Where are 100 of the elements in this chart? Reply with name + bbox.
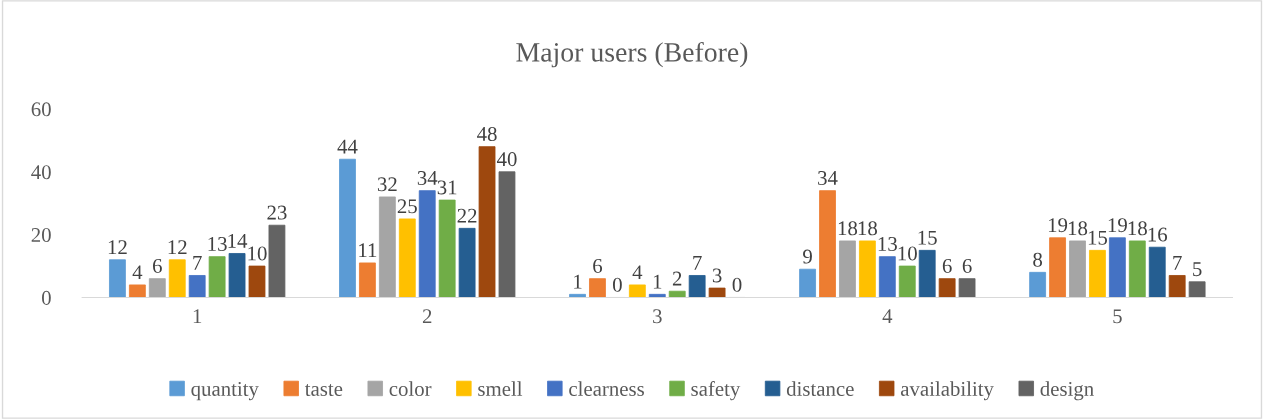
y-tick-label: 0 [41, 290, 51, 305]
bar [478, 146, 496, 298]
bar [1049, 237, 1066, 298]
x-tick-label: 5 [1113, 309, 1122, 324]
data-label: 40 [496, 152, 517, 167]
bar [438, 199, 456, 298]
x-tick-label: 4 [882, 309, 893, 324]
data-label: 34 [417, 171, 438, 186]
y-tick-label: 20 [31, 228, 51, 243]
data-label: 12 [108, 240, 127, 254]
data-label: 5 [1193, 262, 1202, 277]
chart-title: Major users (Before) [516, 41, 748, 68]
bar [898, 265, 916, 298]
bar [1128, 240, 1146, 298]
bar [799, 268, 816, 298]
bar [1168, 275, 1186, 298]
data-label: 44 [337, 139, 358, 154]
x-tick-label: 1 [193, 309, 202, 324]
bar [228, 253, 246, 298]
bar [668, 290, 686, 298]
bar [339, 158, 356, 298]
bar [268, 224, 286, 298]
data-label: 15 [918, 230, 937, 245]
data-label: 3 [712, 268, 722, 283]
bar [398, 218, 416, 298]
bar [878, 256, 896, 298]
legend-label: safety [691, 381, 741, 401]
bar [359, 262, 376, 298]
data-label: 14 [228, 233, 248, 248]
data-label: 9 [803, 249, 812, 264]
bar [859, 240, 876, 298]
legend-label: color [389, 381, 432, 396]
data-label: 0 [732, 277, 742, 292]
bar [1108, 237, 1126, 298]
bar [589, 278, 606, 298]
y-tick-label: 40 [31, 165, 51, 180]
data-label: 1 [574, 274, 582, 289]
legend-label: availability [900, 381, 994, 401]
data-label: 12 [168, 240, 187, 254]
bar [918, 249, 936, 298]
data-label: 10 [898, 246, 917, 261]
data-label: 18 [1128, 221, 1147, 236]
data-label: 18 [838, 221, 858, 236]
data-label: 34 [818, 171, 838, 186]
data-label: 7 [693, 256, 702, 270]
bar [458, 227, 476, 298]
bar [1029, 271, 1047, 298]
data-label: 13 [208, 237, 227, 252]
bar [248, 265, 266, 298]
bar [1188, 281, 1206, 298]
bar [688, 275, 706, 298]
data-label: 4 [632, 265, 643, 280]
data-label: 22 [457, 208, 477, 223]
data-label: 23 [267, 205, 287, 220]
data-label: 7 [193, 256, 202, 270]
bar [628, 284, 646, 298]
bar [839, 240, 856, 298]
bar [208, 256, 226, 298]
data-label: 25 [397, 199, 417, 214]
data-label: 10 [248, 246, 267, 261]
data-label: 2 [672, 271, 682, 286]
data-label: 6 [593, 259, 603, 274]
data-label: 31 [437, 180, 457, 195]
bar [938, 278, 956, 298]
data-label: 19 [1108, 218, 1127, 233]
bar [819, 190, 836, 298]
bar [168, 259, 186, 298]
bar [1148, 246, 1166, 298]
data-label: 15 [1088, 230, 1108, 245]
data-label: 7 [1173, 256, 1182, 270]
data-label: 18 [858, 221, 878, 236]
legend-label: distance [786, 381, 854, 396]
bar [708, 287, 726, 298]
data-label: 8 [1033, 252, 1043, 267]
data-label: 19 [1048, 218, 1068, 233]
data-label: 6 [962, 259, 972, 274]
data-label: 1 [653, 274, 662, 289]
data-label: 11 [359, 243, 377, 258]
data-label: 6 [153, 259, 162, 274]
y-tick-label: 60 [31, 102, 51, 117]
data-label: 32 [377, 177, 397, 192]
bar [188, 275, 206, 298]
bar [109, 259, 126, 298]
bar [128, 284, 146, 298]
data-label: 16 [1148, 227, 1168, 242]
bar [378, 196, 396, 298]
data-label: 48 [477, 126, 497, 142]
legend-label: design [1040, 381, 1094, 401]
bar [418, 190, 436, 298]
data-label: 4 [132, 265, 143, 280]
legend-label: smell [478, 381, 523, 396]
legend-label: taste [304, 384, 343, 396]
bar [958, 278, 976, 298]
data-label: 13 [878, 237, 897, 252]
bar [498, 171, 516, 298]
data-label: 0 [612, 277, 622, 292]
bar [148, 278, 166, 298]
data-label: 6 [942, 259, 952, 274]
x-tick-label: 2 [422, 309, 432, 324]
legend-label: clearness [569, 381, 644, 396]
